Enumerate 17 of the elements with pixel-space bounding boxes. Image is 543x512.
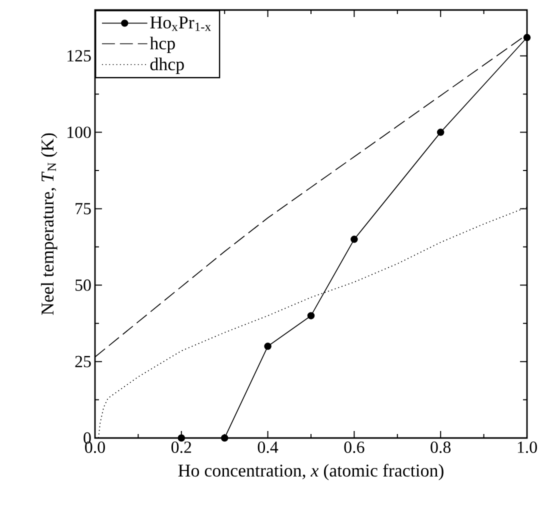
x-tick-label: 0.0 — [85, 442, 105, 454]
x-tick-label: 0.6 — [344, 442, 364, 454]
y-tick-label: 125 — [68, 50, 91, 62]
y-tick-label: 75 — [76, 203, 91, 214]
y-tick-label: 50 — [76, 279, 91, 291]
legend-label: hcp — [150, 36, 175, 54]
x-axis-title: Ho concentration, x (atomic fraction) — [178, 464, 444, 480]
legend-label: Ho$_{x}$Pr$_{1-x}$ — [150, 16, 211, 31]
y-axis-title: Neel temperature, T$_{N}$ (K) — [40, 133, 58, 315]
x-tick-label: 1.0 — [518, 442, 537, 454]
y-tick-label: 25 — [75, 356, 91, 368]
x-tick-label: 0.4 — [258, 442, 278, 454]
legend-label: dhcp — [150, 58, 184, 74]
y-tick-label: 0 — [84, 432, 91, 444]
x-tick-label: 0.8 — [430, 442, 451, 454]
y-tick-label: 100 — [68, 126, 91, 138]
x-tick-label: 0.2 — [171, 442, 192, 454]
